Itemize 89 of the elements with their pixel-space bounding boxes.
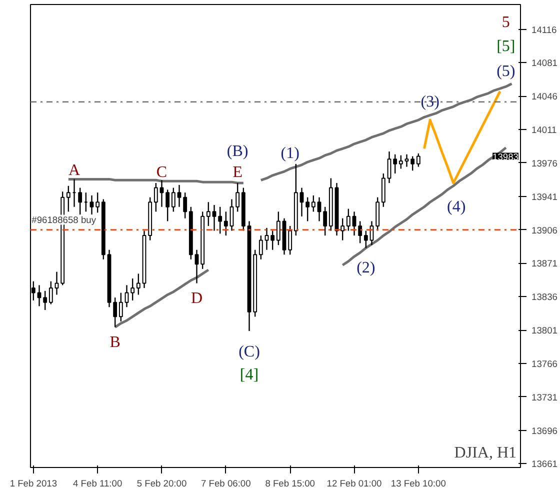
- annotation: E: [232, 164, 242, 182]
- candlestick: [270, 230, 275, 250]
- candlestick: [66, 185, 70, 212]
- ref-line-label: #96188658 buy: [32, 214, 96, 225]
- candlestick: [340, 218, 345, 241]
- annotation: [5]: [496, 38, 516, 56]
- candlestick: [166, 189, 170, 222]
- candlestick: [224, 211, 228, 236]
- candlestick: [206, 202, 210, 227]
- candlestick: [118, 292, 123, 322]
- annotation: A: [68, 162, 80, 180]
- annotation: (3): [420, 93, 440, 110]
- x-tick-label: 8 Feb 15:00: [265, 478, 315, 488]
- candlestick: [78, 187, 82, 216]
- y-tick-label: 13906: [532, 225, 558, 236]
- candlestick: [387, 150, 392, 184]
- candlestick: [323, 206, 328, 236]
- candlestick: [160, 180, 164, 208]
- annotation: 5: [502, 14, 510, 32]
- x-tick-label: 5 Feb 20:00: [136, 478, 187, 488]
- line-series: [114, 268, 210, 328]
- y-tick-label: 13976: [532, 158, 558, 168]
- y-tick-label: 13801: [532, 326, 558, 336]
- y-tick-label: 13731: [532, 392, 558, 402]
- annotation: (B): [226, 143, 248, 160]
- annotation: (C): [238, 343, 260, 360]
- candlestick: [317, 196, 322, 222]
- candlestick: [37, 284, 42, 307]
- candlestick: [346, 208, 350, 232]
- candlestick: [171, 187, 176, 212]
- candlestick: [404, 154, 409, 168]
- y-tick-label: 14116: [532, 24, 557, 35]
- annotation: 13983: [492, 152, 519, 162]
- candlestick: [300, 187, 304, 218]
- candlestick: [212, 204, 216, 232]
- annotation: B: [110, 334, 120, 351]
- candlestick: [96, 192, 100, 214]
- candlestick: [130, 278, 135, 302]
- candlestick: [358, 220, 362, 244]
- candlestick: [183, 192, 188, 219]
- y-tick-label: 14081: [532, 58, 558, 68]
- y-tick-label: 14011: [532, 125, 557, 136]
- annotation: (1): [280, 144, 300, 162]
- candlestick: [90, 194, 94, 216]
- candlestick: [364, 230, 368, 249]
- candlestick: [258, 234, 263, 260]
- candlestick: [352, 211, 356, 236]
- candlestick: [276, 211, 280, 246]
- x-tick-label: 13 Feb 10:00: [390, 478, 446, 488]
- y-tick-label: 13766: [532, 358, 558, 369]
- y-tick-label: 13696: [532, 426, 558, 436]
- candlestick: [416, 152, 420, 168]
- annotation: (2): [356, 259, 376, 276]
- candlestick: [311, 194, 316, 212]
- candlestick: [393, 154, 398, 174]
- annotation: (5): [496, 62, 516, 80]
- y-tick-label: 13871: [532, 258, 558, 269]
- candlestick: [230, 198, 234, 232]
- x-tick-label: 12 Feb 01:00: [326, 478, 382, 488]
- candlestick: [410, 156, 415, 172]
- candlestick: [376, 196, 380, 232]
- annotation: (4): [447, 198, 466, 216]
- candlestick: [381, 172, 386, 208]
- annotation: C: [156, 164, 168, 182]
- candlestick: [306, 196, 310, 222]
- candlestick: [218, 206, 222, 234]
- annotation: D: [190, 290, 203, 308]
- candlestick: [154, 182, 158, 212]
- x-tick-label: 7 Feb 06:00: [201, 478, 251, 488]
- candlestick: [288, 225, 292, 256]
- x-tick-label: 1 Feb 2013: [10, 478, 58, 488]
- candlestick: [264, 227, 269, 250]
- candlestick: [54, 271, 59, 296]
- y-tick-label: 13941: [532, 192, 558, 202]
- candlestick: [194, 249, 199, 284]
- y-tick-label: 13836: [532, 292, 558, 302]
- candlestick: [236, 182, 240, 212]
- candlestick: [113, 296, 118, 328]
- x-tick-label: 4 Feb 11:00: [73, 478, 122, 488]
- annotation: [4]: [240, 366, 259, 384]
- candlestick: [43, 290, 48, 311]
- candlestick: [398, 154, 403, 170]
- y-tick-label: 14046: [532, 92, 558, 102]
- candlestick: [124, 284, 129, 308]
- annotation: DJIA, H1: [454, 444, 516, 462]
- candlestick: [48, 280, 53, 305]
- candlestick: [136, 273, 140, 296]
- y-tick-label: 13661: [532, 459, 558, 470]
- candlestick: [177, 184, 182, 208]
